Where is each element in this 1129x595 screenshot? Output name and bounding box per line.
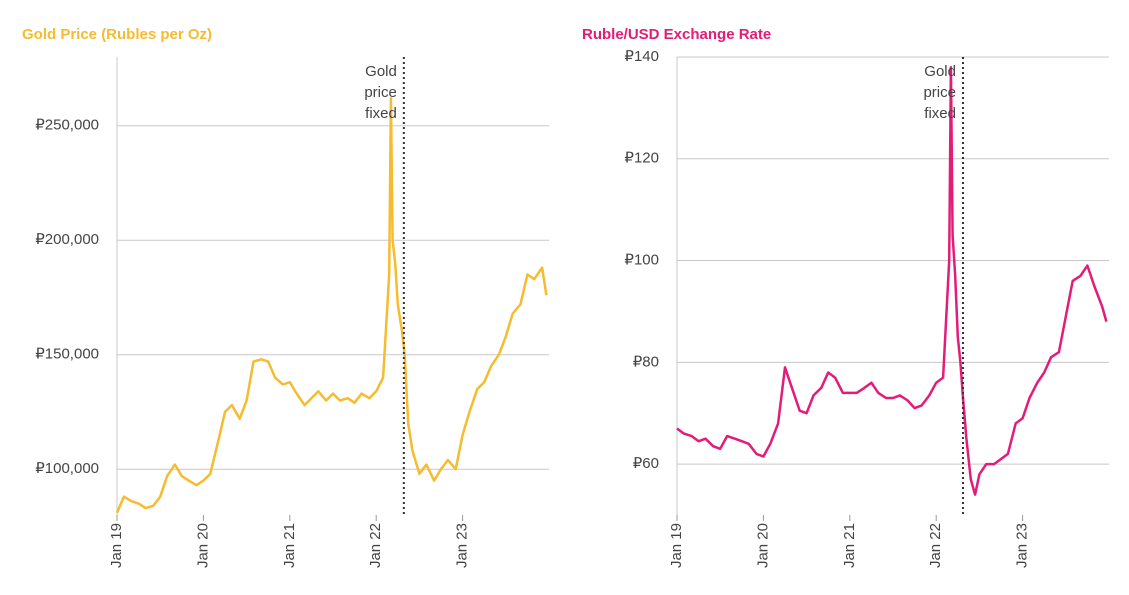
x-tick-label: Jan 21 — [281, 523, 298, 568]
annotation-text: price — [923, 84, 956, 101]
chart-title: Ruble/USD Exchange Rate — [582, 26, 771, 43]
x-tick-label: Jan 22 — [927, 523, 944, 568]
x-tick-label: Jan 20 — [194, 523, 211, 568]
y-tick-label: ₽200,000 — [35, 231, 99, 248]
y-tick-label: ₽60 — [633, 455, 659, 472]
y-tick-label: ₽120 — [624, 150, 659, 167]
annotation-text: Gold — [924, 63, 956, 80]
annotation-text: price — [364, 84, 397, 101]
y-tick-label: ₽80 — [633, 353, 659, 370]
x-tick-label: Jan 23 — [454, 523, 471, 568]
y-tick-label: ₽140 — [624, 48, 659, 65]
y-tick-label: ₽250,000 — [35, 117, 99, 134]
data-line — [115, 96, 548, 514]
annotation-text: Gold — [365, 63, 397, 80]
y-tick-label: ₽100 — [624, 252, 659, 269]
x-tick-label: Jan 22 — [367, 523, 384, 568]
x-tick-label: Jan 20 — [754, 523, 771, 568]
x-tick-label: Jan 19 — [668, 523, 685, 568]
y-tick-label: ₽100,000 — [35, 460, 99, 477]
x-tick-label: Jan 23 — [1014, 523, 1031, 568]
x-tick-label: Jan 21 — [841, 523, 858, 568]
chart-title: Gold Price (Rubles per Oz) — [22, 26, 212, 43]
annotation-text: fixed — [365, 105, 397, 122]
x-tick-label: Jan 19 — [108, 523, 125, 568]
annotation-text: fixed — [924, 105, 956, 122]
y-tick-label: ₽150,000 — [35, 346, 99, 363]
data-line — [676, 65, 1108, 496]
